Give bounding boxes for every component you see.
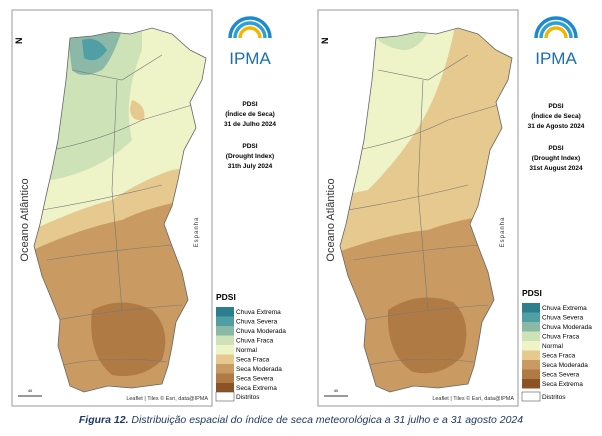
- legend-swatch: [216, 373, 234, 383]
- north-arrow: N: [14, 38, 24, 45]
- legend-swatch: [522, 369, 540, 379]
- legend-label: Distritos: [542, 394, 566, 401]
- legend-label: Seca Extrema: [236, 385, 277, 392]
- country-outline: [339, 27, 513, 393]
- attribution: Leaflet | Tiles © Esri, data@IPMA: [432, 395, 514, 402]
- legend-label: Chuva Moderada: [236, 328, 286, 335]
- legend-swatch: [215, 391, 235, 402]
- legend-swatch: [216, 364, 234, 374]
- logo-text: IPMA: [535, 49, 577, 68]
- caption: Figura 12. Distribuição espacial do índi…: [0, 414, 602, 426]
- legend-label: Chuva Severa: [236, 319, 278, 326]
- legend-swatch: [216, 335, 234, 345]
- info-text: (Índice de Seca): [225, 109, 275, 118]
- legend-label: Seca Severa: [542, 372, 580, 379]
- info-text: 31 de Agosto 2024: [528, 123, 585, 130]
- legend-label: Distritos: [236, 394, 260, 401]
- logo-arc: [233, 21, 267, 39]
- scale-label: 40: [28, 388, 33, 393]
- scale-label: 40: [334, 388, 339, 393]
- district-border: [46, 244, 173, 261]
- legend-swatch: [216, 316, 234, 326]
- ocean-label: Oceano Atlântico: [19, 178, 31, 261]
- caption-label: Figura 12.: [78, 414, 129, 426]
- district-border: [362, 304, 489, 321]
- legend-label: Seca Moderada: [542, 362, 588, 369]
- legend-title: PDSI: [522, 288, 542, 298]
- logo-arc: [544, 26, 568, 39]
- legend-label: Seca Fraca: [236, 357, 270, 364]
- spain-label: Espanha: [500, 217, 506, 248]
- maps: N Oceano Atlântico Espanha 40 Leaflet | Tile…: [11, 9, 592, 407]
- legend-label: Normal: [236, 347, 258, 354]
- info-text: (Drought Index): [226, 153, 274, 160]
- legend-swatch: [216, 354, 234, 364]
- district-border: [51, 104, 193, 151]
- pdsi-zone: [91, 302, 166, 376]
- info-text: 31st August 2024: [529, 165, 583, 172]
- legend-label: Chuva Extrema: [542, 305, 587, 312]
- legend-label: Chuva Moderada: [542, 324, 592, 331]
- spain-label: Espanha: [194, 217, 200, 248]
- legend-swatch: [522, 341, 540, 351]
- legend-swatch: [522, 312, 540, 322]
- district-border: [352, 244, 479, 261]
- map-panel: N Oceano Atlântico Espanha 40 Leaflet | Tile…: [317, 9, 592, 407]
- info-text: (Índice de Seca): [531, 111, 581, 120]
- district-border: [357, 104, 499, 151]
- legend-swatch: [522, 360, 540, 370]
- district-border: [111, 79, 123, 311]
- legend-label: Chuva Severa: [542, 315, 584, 322]
- logo-arc: [534, 16, 578, 39]
- legend-title: PDSI: [216, 292, 236, 302]
- legend-swatch: [216, 326, 234, 336]
- legend-label: Seca Extrema: [542, 381, 583, 388]
- info-text: (Drought Index): [532, 155, 580, 162]
- legend-label: Seca Moderada: [236, 366, 282, 373]
- district-border: [41, 184, 163, 211]
- legend-swatch: [522, 379, 540, 389]
- legend-label: Chuva Fraca: [542, 334, 580, 341]
- logo-text: IPMA: [229, 49, 271, 68]
- ocean-label: Oceano Atlântico: [325, 178, 337, 261]
- caption-text: Distribuição espacial do índice de seca …: [131, 414, 524, 426]
- legend-label: Normal: [542, 343, 564, 350]
- legend-swatch: [216, 383, 234, 393]
- district-border: [417, 79, 429, 311]
- info-text: 31 de Julho 2024: [224, 121, 276, 128]
- legend-label: Chuva Extrema: [236, 309, 281, 316]
- country-outline: [33, 27, 207, 393]
- legend-label: Chuva Fraca: [236, 338, 274, 345]
- logo-arc: [238, 26, 262, 39]
- legend-swatch: [522, 303, 540, 313]
- legend-swatch: [216, 307, 234, 317]
- info-text: PDSI: [548, 145, 563, 152]
- legend-label: Seca Fraca: [542, 353, 576, 360]
- pdsi-zone: [130, 100, 145, 121]
- info-text: PDSI: [242, 101, 257, 108]
- district-border: [377, 54, 469, 81]
- pdsi-zone: [387, 297, 467, 374]
- attribution: Leaflet | Tiles © Esri, data@IPMA: [126, 395, 208, 402]
- district-border: [56, 304, 183, 321]
- legend-swatch: [522, 350, 540, 360]
- info-text: PDSI: [242, 143, 257, 150]
- legend-swatch: [522, 322, 540, 332]
- info-text: 31th July 2024: [228, 163, 273, 170]
- legend-swatch: [521, 391, 541, 402]
- district-border: [347, 184, 469, 211]
- logo-arc: [539, 21, 573, 39]
- district-border: [61, 358, 168, 366]
- pdsi-zone: [82, 38, 107, 61]
- district-border: [367, 358, 474, 366]
- district-border: [71, 54, 163, 81]
- north-arrow: N: [320, 38, 330, 45]
- legend-swatch: [216, 345, 234, 355]
- logo-arc: [228, 16, 272, 39]
- info-text: PDSI: [548, 103, 563, 110]
- legend-swatch: [522, 331, 540, 341]
- legend-label: Seca Severa: [236, 376, 274, 383]
- map-panel: N Oceano Atlântico Espanha 40 Leaflet | Tile…: [11, 9, 286, 407]
